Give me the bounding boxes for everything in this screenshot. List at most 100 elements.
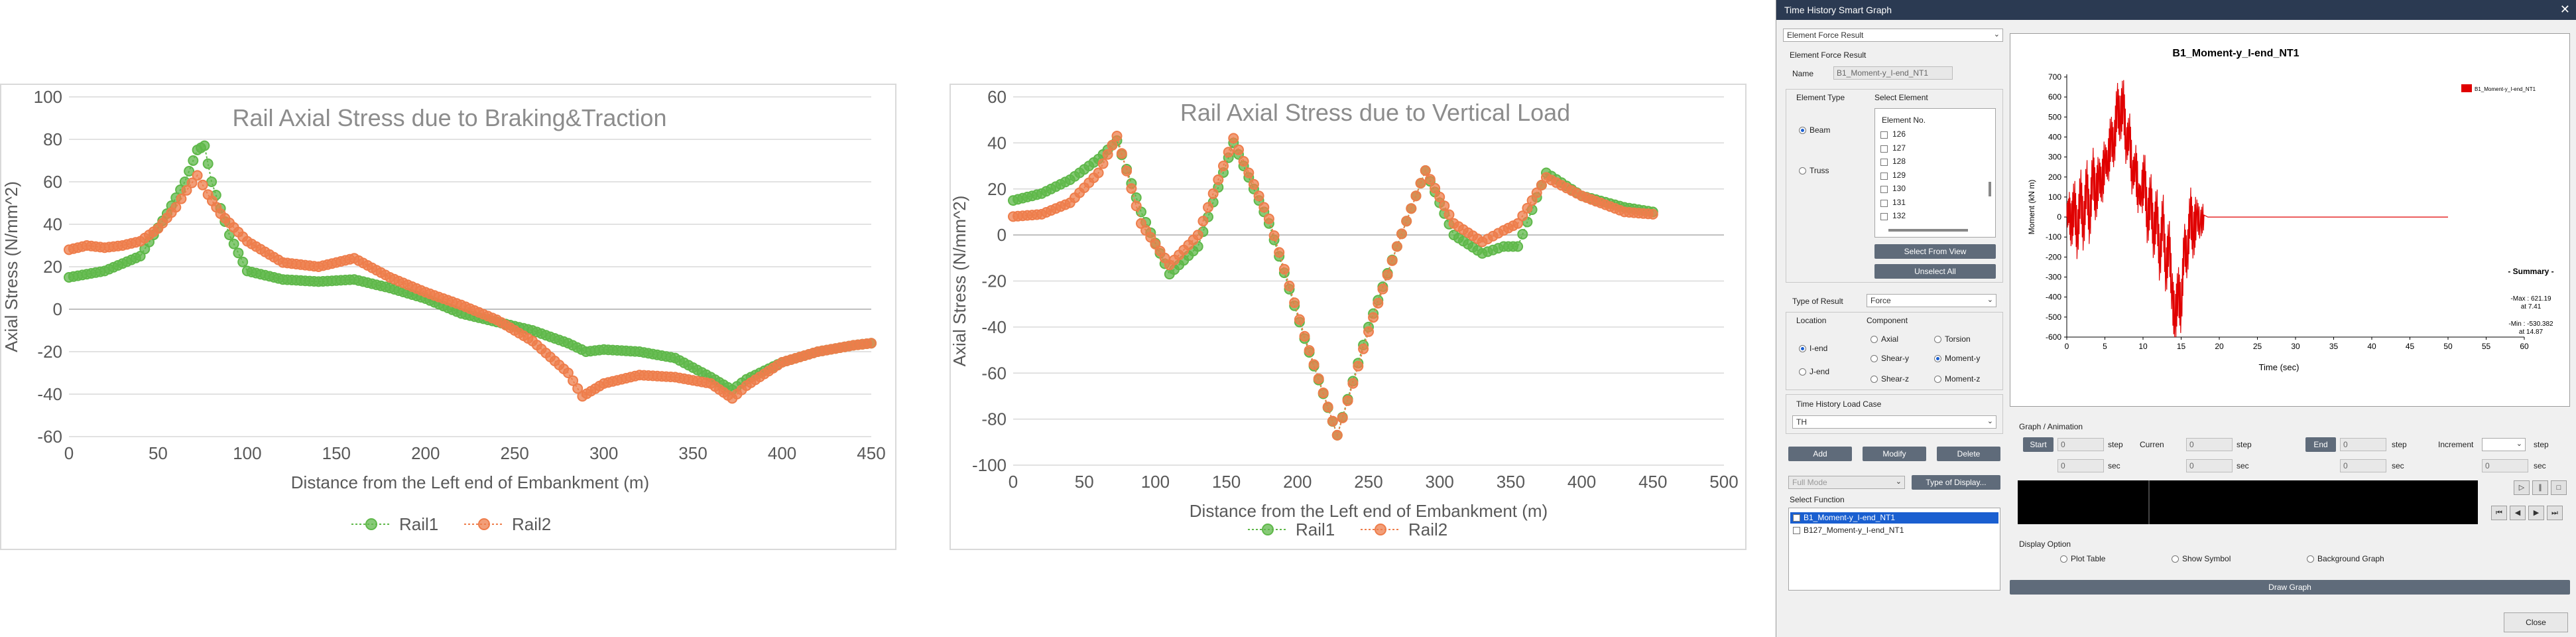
scrollbar[interactable] [1989, 182, 1991, 196]
chart-title: Rail Axial Stress due to Braking&Tractio… [233, 104, 667, 131]
data-point-rail2 [1396, 228, 1407, 240]
x-tick-label: 45 [2406, 342, 2415, 351]
x-tick-label: 0 [1009, 472, 1018, 492]
data-point-rail2 [562, 368, 574, 378]
data-point-rail2 [1218, 161, 1229, 172]
next-frame-icon[interactable]: ▶ [2528, 506, 2544, 520]
x-axis-label: Distance from the Left end of Embankment… [291, 472, 649, 492]
element-number: 130 [1892, 184, 1906, 193]
time-history-graph: B1_Moment-y_I-end_NT1 700 600 500 400 300 200 1… [2010, 33, 2570, 407]
scrollbar-horizontal[interactable] [1888, 229, 1968, 232]
y-tick-label: 600 [2048, 92, 2061, 102]
stop-icon[interactable]: □ [2551, 480, 2567, 495]
data-point-rail2 [176, 193, 187, 204]
start-sec-field[interactable]: 0 [2057, 459, 2104, 472]
current-step-field[interactable]: 0 [2186, 438, 2233, 451]
result-type-select[interactable]: Element Force Result ⌄ [1783, 29, 2003, 42]
element-row[interactable]: 130 [1880, 184, 1906, 196]
close-icon[interactable]: ✕ [2559, 3, 2570, 16]
type-of-display-button[interactable]: Type of Display... [1912, 475, 2000, 490]
element-checkbox[interactable] [1880, 199, 1888, 207]
data-point-rail1 [199, 140, 210, 151]
element-row[interactable]: 127 [1880, 143, 1906, 155]
show-symbol-radio[interactable] [2172, 555, 2179, 563]
x-tick-label: 40 [2367, 342, 2376, 351]
select-from-view-button[interactable]: Select From View [1874, 244, 1996, 259]
data-point-rail2 [1368, 312, 1379, 323]
element-checkbox[interactable] [1880, 172, 1888, 180]
shear-z-radio[interactable] [1871, 376, 1878, 383]
chevron-down-icon: ⌄ [1895, 478, 1902, 486]
increment-sec-field[interactable]: 0 [2482, 459, 2528, 472]
end-step-field[interactable]: 0 [2340, 438, 2386, 451]
moment-y-radio[interactable] [1934, 355, 1941, 362]
start-step-field[interactable]: 0 [2057, 438, 2104, 451]
element-list[interactable]: Element No. 126 127 128 129 130 131 132 [1874, 108, 1996, 238]
animation-timeline[interactable] [2018, 480, 2478, 524]
x-axis-label: Time (sec) [2259, 362, 2300, 372]
increment-select[interactable]: ⌄ [2482, 438, 2526, 451]
end-step-unit: step [2392, 440, 2407, 449]
shear-y-radio[interactable] [1871, 355, 1878, 362]
prev-frame-icon[interactable]: ◀ [2510, 506, 2526, 520]
y-tick-label: -500 [2046, 313, 2061, 322]
element-checkbox[interactable] [1880, 159, 1888, 166]
data-point-rail2 [1197, 216, 1209, 227]
type-of-result-value: Force [1871, 296, 1891, 305]
increment-label: Increment [2438, 440, 2474, 449]
moment-z-radio[interactable] [1934, 376, 1941, 383]
function-item[interactable]: B1_Moment-y_I-end_NT1 [1790, 512, 1998, 524]
element-checkbox[interactable] [1880, 131, 1888, 139]
element-checkbox[interactable] [1880, 145, 1888, 153]
element-row[interactable]: 129 [1880, 171, 1906, 182]
type-of-result-select[interactable]: Force ⌄ [1867, 294, 1996, 307]
element-row[interactable]: 131 [1880, 198, 1906, 210]
y-tick-label: 40 [987, 133, 1007, 153]
current-sec-field[interactable]: 0 [2186, 459, 2233, 472]
add-button[interactable]: Add [1788, 447, 1852, 461]
j-end-radio[interactable] [1799, 368, 1806, 376]
timeline-cursor[interactable] [2148, 480, 2150, 524]
y-tick-label: 100 [34, 87, 62, 107]
end-button[interactable]: End [2305, 437, 2336, 452]
i-end-radio[interactable] [1799, 345, 1806, 352]
legend-marker [1262, 524, 1274, 535]
torsion-radio[interactable] [1934, 336, 1941, 343]
y-tick-label: 0 [2057, 212, 2061, 222]
delete-button[interactable]: Delete [1937, 447, 2000, 461]
modify-button[interactable]: Modify [1863, 447, 1926, 461]
function-checkbox[interactable] [1793, 527, 1800, 534]
result-type-value: Element Force Result [1787, 31, 1864, 40]
x-tick-label: 50 [149, 443, 168, 463]
close-button[interactable]: Close [2504, 612, 2568, 632]
name-field[interactable]: B1_Moment-y_I-end_NT1 [1833, 66, 1953, 80]
start-button[interactable]: Start [2023, 437, 2054, 452]
element-row[interactable]: 126 [1880, 129, 1906, 141]
first-frame-icon[interactable]: ⏮ [2491, 506, 2507, 520]
element-checkbox[interactable] [1880, 186, 1888, 193]
function-list[interactable]: B1_Moment-y_I-end_NT1 B127_Moment-y_I-en… [1788, 508, 2000, 591]
function-checkbox[interactable] [1793, 514, 1800, 522]
data-point-rail2 [1289, 297, 1300, 309]
unselect-all-button[interactable]: Unselect All [1874, 264, 1996, 279]
function-item[interactable]: B127_Moment-y_I-end_NT1 [1790, 525, 1998, 536]
data-point-rail2 [1253, 190, 1264, 202]
load-case-select[interactable]: TH ⌄ [1792, 415, 1996, 429]
series-line [2066, 80, 2448, 338]
play-icon[interactable]: ▷ [2514, 480, 2530, 495]
plot-table-radio[interactable] [2060, 555, 2067, 563]
data-point-rail2 [1536, 180, 1547, 190]
y-tick-label: 0 [997, 225, 1007, 245]
pause-icon[interactable]: ∥ [2532, 480, 2548, 495]
axial-radio[interactable] [1871, 336, 1878, 343]
draw-graph-button[interactable]: Draw Graph [2010, 580, 2570, 595]
element-checkbox[interactable] [1880, 213, 1888, 220]
full-mode-select[interactable]: Full Mode ⌄ [1788, 476, 1905, 489]
background-graph-radio[interactable] [2307, 555, 2314, 563]
end-sec-field[interactable]: 0 [2340, 459, 2386, 472]
beam-radio[interactable] [1799, 127, 1806, 134]
element-row[interactable]: 132 [1880, 211, 1906, 223]
element-row[interactable]: 128 [1880, 157, 1906, 169]
last-frame-icon[interactable]: ⏭ [2547, 506, 2563, 520]
truss-radio[interactable] [1799, 167, 1806, 175]
